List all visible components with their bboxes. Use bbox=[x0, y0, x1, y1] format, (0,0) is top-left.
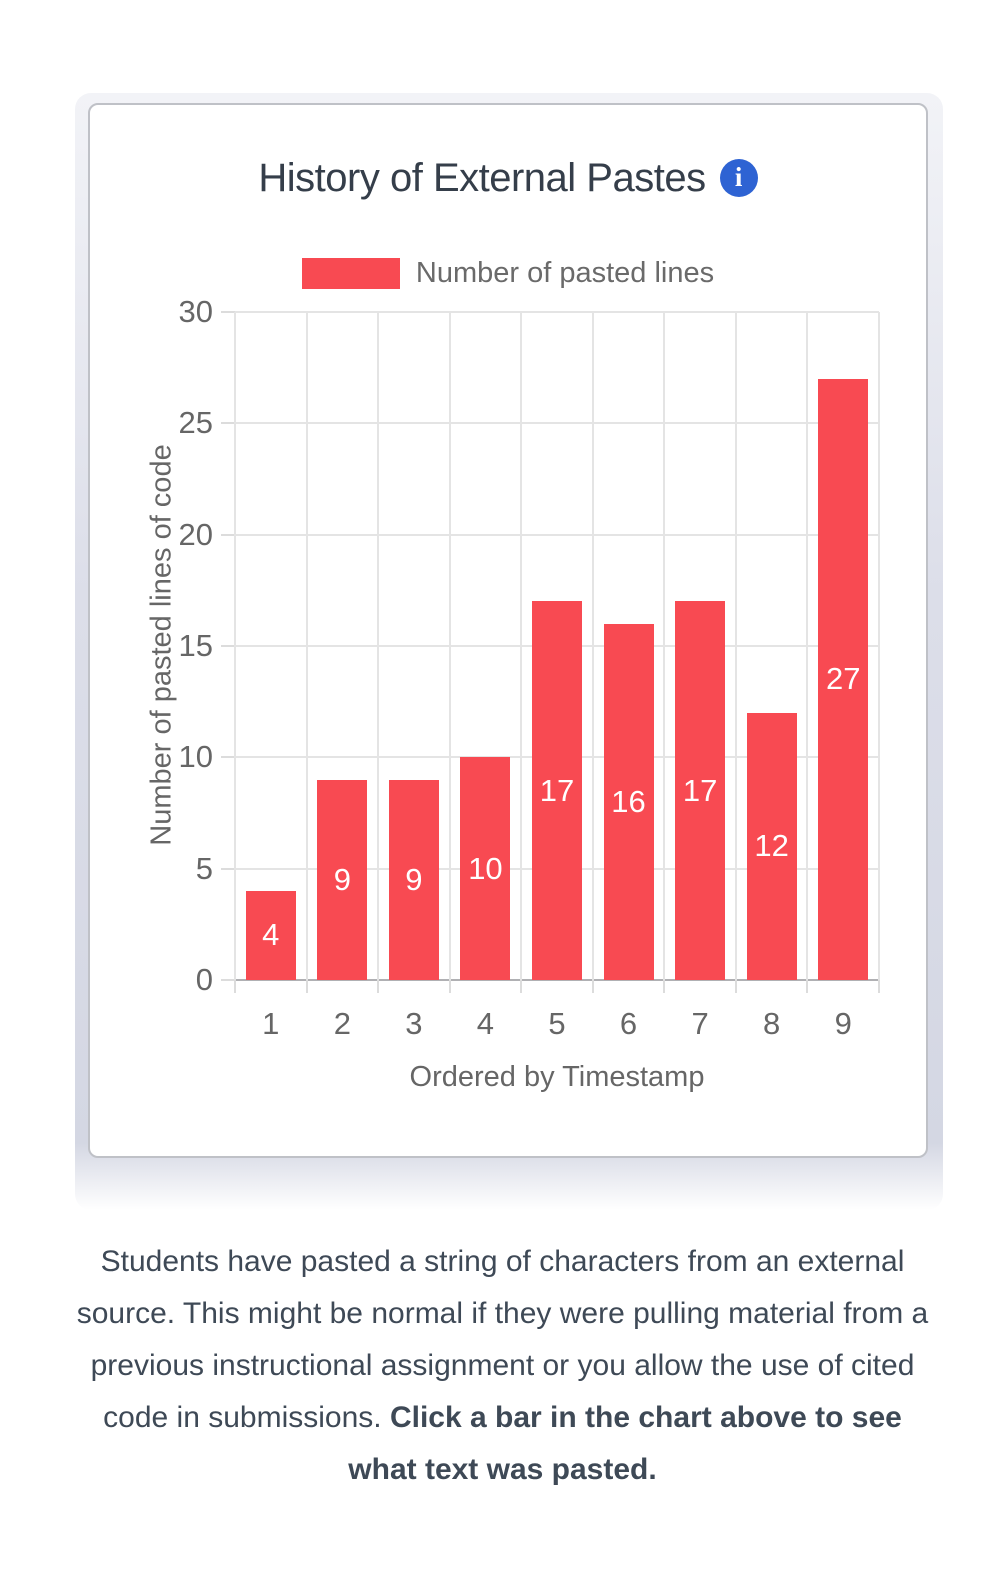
x-tick-label: 2 bbox=[333, 1006, 351, 1041]
y-tick-label: 20 bbox=[178, 516, 213, 552]
legend-swatch[interactable] bbox=[301, 257, 400, 289]
y-tick-label: 10 bbox=[178, 739, 213, 775]
y-tick-label: 15 bbox=[178, 628, 213, 663]
x-gridline bbox=[520, 312, 523, 980]
bar[interactable]: 9 bbox=[317, 779, 368, 980]
y-tick-mark bbox=[221, 756, 235, 759]
x-tick-label: 5 bbox=[548, 1006, 566, 1041]
bar-value-label: 17 bbox=[682, 772, 718, 808]
y-tick-label: 5 bbox=[195, 850, 213, 886]
x-tick-label: 3 bbox=[405, 1006, 423, 1041]
x-tick-label: 9 bbox=[834, 1006, 852, 1041]
x-gridline bbox=[663, 312, 666, 980]
y-tick-mark bbox=[221, 867, 235, 870]
description-bold-text: Click a bar in the chart above to see wh… bbox=[348, 1401, 902, 1486]
x-tick-mark bbox=[448, 980, 451, 993]
x-gridline bbox=[305, 312, 308, 980]
bar-value-label: 9 bbox=[333, 861, 351, 897]
x-tick-mark bbox=[377, 980, 380, 993]
bar-value-label: 12 bbox=[754, 828, 789, 864]
x-tick-mark bbox=[806, 980, 809, 993]
y-axis-title: Number of pasted lines of code bbox=[145, 444, 178, 846]
y-tick-label: 0 bbox=[195, 962, 213, 997]
x-tick-mark bbox=[234, 980, 236, 993]
x-tick-mark bbox=[878, 980, 880, 993]
x-tick-mark bbox=[734, 980, 737, 993]
x-gridline bbox=[806, 312, 809, 980]
chart-description: Students have pasted a string of charact… bbox=[70, 1236, 935, 1496]
x-gridline bbox=[448, 312, 451, 980]
bar-value-label: 17 bbox=[539, 772, 575, 808]
x-tick-label: 4 bbox=[476, 1006, 495, 1041]
bar-value-label: 9 bbox=[405, 861, 423, 897]
x-tick-mark bbox=[591, 980, 594, 993]
info-circle-icon[interactable]: i bbox=[719, 159, 758, 197]
bar[interactable]: 10 bbox=[460, 757, 511, 980]
y-tick-mark bbox=[221, 422, 235, 425]
chart-card: History of External Pastes i Number of p… bbox=[88, 103, 928, 1158]
x-tick-label: 7 bbox=[691, 1006, 709, 1041]
y-tick-mark bbox=[221, 311, 235, 313]
x-tick-label: 6 bbox=[619, 1006, 638, 1041]
chart-legend[interactable]: Number of pasted lines bbox=[90, 257, 926, 289]
bar-value-label: 4 bbox=[262, 917, 280, 953]
y-gridline bbox=[235, 422, 879, 425]
x-gridline bbox=[234, 312, 236, 980]
description-text: Students have pasted a string of charact… bbox=[76, 1245, 929, 1434]
x-gridline bbox=[734, 312, 737, 980]
chart-header: History of External Pastes i bbox=[90, 155, 926, 201]
bar-value-label: 16 bbox=[611, 783, 646, 819]
y-gridline bbox=[235, 979, 879, 981]
bar[interactable]: 4 bbox=[245, 890, 296, 980]
bar[interactable]: 17 bbox=[675, 601, 726, 980]
y-tick-mark bbox=[221, 979, 235, 981]
y-gridline bbox=[235, 311, 879, 313]
y-tick-label: 30 bbox=[178, 294, 213, 329]
legend-label[interactable]: Number of pasted lines bbox=[415, 256, 715, 289]
bar-value-label: 10 bbox=[468, 850, 503, 886]
bar-value-label: 27 bbox=[825, 661, 861, 697]
x-tick-label: 1 bbox=[262, 1006, 280, 1041]
bar[interactable]: 17 bbox=[532, 601, 582, 980]
plot-area: 0 5 10 15 20 25 30 4 9 9 10 17 16 17 12 27 1 2 3 4 5 6 7 8 9 bbox=[179, 294, 880, 1041]
x-tick-label: 8 bbox=[763, 1006, 781, 1041]
x-tick-mark bbox=[520, 980, 523, 993]
x-axis-title: Ordered by Timestamp bbox=[409, 1061, 705, 1093]
bar[interactable]: 27 bbox=[818, 378, 869, 980]
bar[interactable]: 9 bbox=[388, 779, 439, 980]
y-tick-mark bbox=[221, 645, 235, 647]
x-tick-mark bbox=[305, 980, 308, 993]
chart-panel: History of External Pastes i Number of p… bbox=[75, 93, 943, 1210]
y-gridline bbox=[235, 533, 879, 536]
chart-title: History of External Pastes bbox=[258, 155, 706, 200]
x-gridline bbox=[878, 312, 880, 980]
bar[interactable]: 16 bbox=[603, 623, 654, 980]
x-gridline bbox=[591, 312, 594, 980]
x-gridline bbox=[377, 312, 380, 980]
y-tick-mark bbox=[221, 533, 235, 536]
bar[interactable]: 12 bbox=[746, 712, 797, 980]
x-tick-mark bbox=[663, 980, 666, 993]
y-tick-label: 25 bbox=[178, 405, 213, 441]
